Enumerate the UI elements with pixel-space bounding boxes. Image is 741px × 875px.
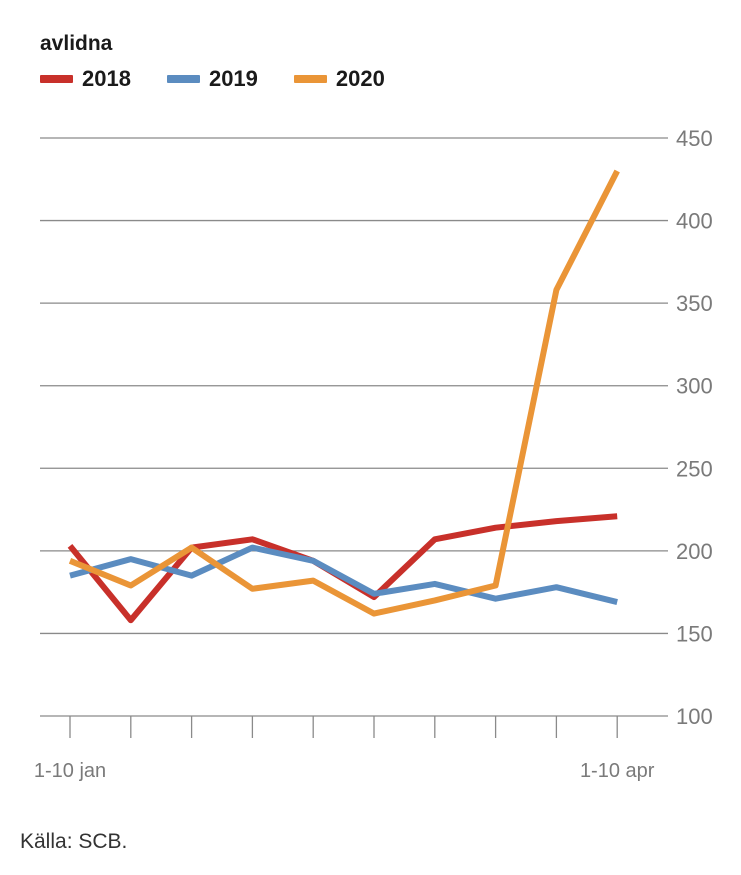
legend-swatch-2020 <box>293 75 327 83</box>
y-tick-label-200: 200 <box>676 539 713 564</box>
legend-item-2018: 2018 <box>40 66 131 92</box>
y-tick-labels: 100 150 200 250 300 350 400 450 <box>676 126 713 729</box>
y-tick-label-250: 250 <box>676 456 713 481</box>
x-tick-label-0: 1-10 jan <box>34 760 106 782</box>
series-line-2020 <box>68 169 620 617</box>
legend-label-2018: 2018 <box>82 66 131 91</box>
legend-swatch-2019 <box>166 75 200 83</box>
y-tick-label-350: 350 <box>676 291 713 316</box>
x-tick-labels: 1-10 jan 1-10 apr <box>34 760 655 782</box>
y-tick-label-450: 450 <box>676 126 713 151</box>
legend-item-2020: 2020 <box>293 66 385 92</box>
legend-label-2020: 2020 <box>335 66 385 91</box>
y-axis-unit-label: avlidna <box>40 32 113 55</box>
source-note: Källa: SCB. <box>20 830 128 853</box>
legend-label-2019: 2019 <box>208 66 258 91</box>
legend-swatch-2018 <box>40 75 73 83</box>
x-ticks <box>69 716 618 738</box>
legend: 2018 2019 2020 <box>40 66 421 92</box>
y-tick-label-150: 150 <box>676 621 713 646</box>
y-tick-label-300: 300 <box>676 374 713 399</box>
legend-item-2019: 2019 <box>166 66 258 92</box>
series-line-2018 <box>67 513 618 624</box>
y-tick-label-400: 400 <box>676 209 713 234</box>
x-tick-label-9: 1-10 apr <box>580 760 655 782</box>
series-lines <box>67 169 620 624</box>
y-tick-label-100: 100 <box>676 704 713 729</box>
gridlines <box>40 137 668 717</box>
